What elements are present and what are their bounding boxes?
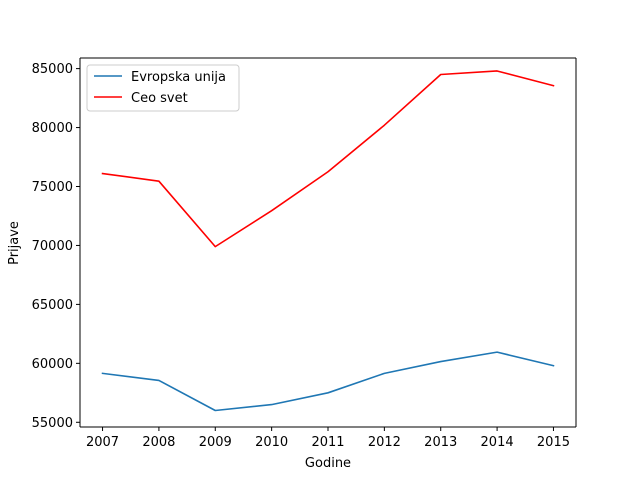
legend-label: Evropska unija <box>131 70 226 85</box>
series-line-0 <box>101 351 555 412</box>
legend-label: Ceo svet <box>131 91 188 106</box>
y-tick-label: 70000 <box>32 239 73 254</box>
y-tick-label: 60000 <box>32 357 73 372</box>
y-tick-label: 65000 <box>32 298 73 313</box>
plot-area <box>80 58 576 427</box>
x-tick-label: 2008 <box>142 435 175 450</box>
y-tick-label: 80000 <box>32 121 73 136</box>
legend-box <box>86 64 240 112</box>
series-line-1 <box>101 70 555 248</box>
y-tick-label: 75000 <box>32 180 73 195</box>
x-tick-label: 2014 <box>481 435 514 450</box>
x-tick-label: 2010 <box>255 435 288 450</box>
x-tick-label: 2015 <box>537 435 570 450</box>
y-tick-label: 55000 <box>32 416 73 431</box>
x-tick-label: 2007 <box>86 435 119 450</box>
y-axis-label: Prijave <box>7 221 22 265</box>
y-tick-label: 85000 <box>32 62 73 77</box>
axes: 2007 2008 2009 2010 2011 2012 2013 2014 2015 5500… <box>32 57 577 450</box>
x-tick-label: 2012 <box>368 435 401 450</box>
plot-background <box>80 58 576 427</box>
x-axis-label: Godine <box>305 456 351 471</box>
legend: Evropska unija Ceo svet <box>86 64 240 112</box>
x-tick-label: 2013 <box>424 435 457 450</box>
x-tick-label: 2011 <box>311 435 344 450</box>
x-tick-label: 2009 <box>199 435 232 450</box>
